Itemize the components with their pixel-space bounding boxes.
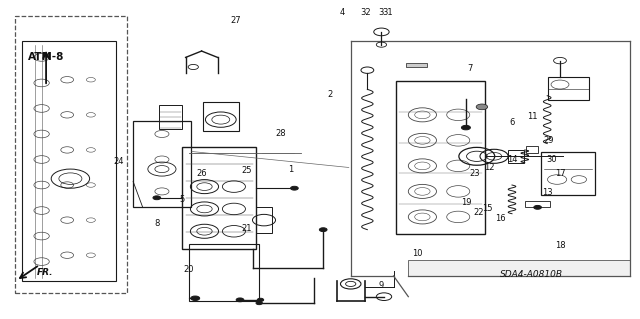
Circle shape bbox=[476, 104, 488, 110]
Text: 8: 8 bbox=[154, 219, 159, 228]
Text: 23: 23 bbox=[470, 169, 480, 178]
Text: 27: 27 bbox=[230, 16, 241, 25]
Text: 1: 1 bbox=[289, 165, 294, 174]
Text: 13: 13 bbox=[542, 189, 552, 197]
Text: 19: 19 bbox=[461, 198, 471, 207]
Text: 4: 4 bbox=[340, 8, 345, 17]
Bar bbox=[508, 150, 524, 163]
Circle shape bbox=[236, 298, 244, 302]
Circle shape bbox=[291, 186, 298, 190]
Circle shape bbox=[319, 228, 327, 232]
Bar bbox=[525, 201, 550, 207]
Bar bbox=[548, 77, 589, 100]
Text: 2: 2 bbox=[327, 90, 332, 99]
Bar bbox=[406, 63, 427, 67]
Text: 5: 5 bbox=[180, 195, 185, 204]
Text: 16: 16 bbox=[495, 214, 506, 223]
Bar bbox=[203, 102, 239, 131]
Text: 25: 25 bbox=[241, 166, 252, 175]
Text: 31: 31 bbox=[382, 8, 392, 17]
Text: 18: 18 bbox=[555, 241, 565, 250]
Bar bbox=[159, 105, 182, 129]
Circle shape bbox=[534, 205, 541, 209]
Text: 12: 12 bbox=[484, 163, 495, 172]
Text: 22: 22 bbox=[474, 208, 484, 217]
Bar bbox=[22, 41, 116, 281]
Bar bbox=[541, 152, 595, 195]
Circle shape bbox=[256, 301, 262, 305]
Circle shape bbox=[461, 125, 470, 130]
Text: 24: 24 bbox=[113, 157, 124, 166]
Text: 26: 26 bbox=[196, 169, 207, 178]
Circle shape bbox=[191, 296, 200, 300]
Bar bbox=[182, 147, 256, 249]
Bar bbox=[189, 244, 259, 301]
Text: 14: 14 bbox=[507, 155, 517, 164]
Text: 9: 9 bbox=[378, 281, 383, 290]
Text: 10: 10 bbox=[412, 249, 422, 258]
Bar bbox=[408, 260, 630, 276]
Text: SDA4-A0810B: SDA4-A0810B bbox=[500, 270, 563, 279]
Text: 15: 15 bbox=[483, 204, 493, 213]
Bar bbox=[526, 146, 538, 153]
Text: 32: 32 bbox=[361, 8, 371, 17]
Text: 30: 30 bbox=[547, 155, 557, 164]
Text: 20: 20 bbox=[184, 265, 194, 274]
Text: 6: 6 bbox=[509, 118, 515, 127]
Bar bbox=[256, 207, 272, 233]
Circle shape bbox=[257, 298, 264, 301]
Text: 21: 21 bbox=[241, 224, 252, 233]
Text: 29: 29 bbox=[544, 136, 554, 145]
Bar bbox=[133, 121, 191, 207]
Text: 17: 17 bbox=[555, 169, 565, 178]
Circle shape bbox=[153, 196, 161, 200]
Text: FR.: FR. bbox=[37, 268, 54, 277]
Text: 3: 3 bbox=[378, 8, 383, 17]
Bar bbox=[15, 16, 127, 293]
Bar bbox=[396, 81, 485, 234]
Text: 7: 7 bbox=[468, 64, 473, 73]
Text: 11: 11 bbox=[527, 112, 538, 121]
Text: 28: 28 bbox=[275, 130, 285, 138]
Text: ATM-8: ATM-8 bbox=[28, 52, 64, 63]
